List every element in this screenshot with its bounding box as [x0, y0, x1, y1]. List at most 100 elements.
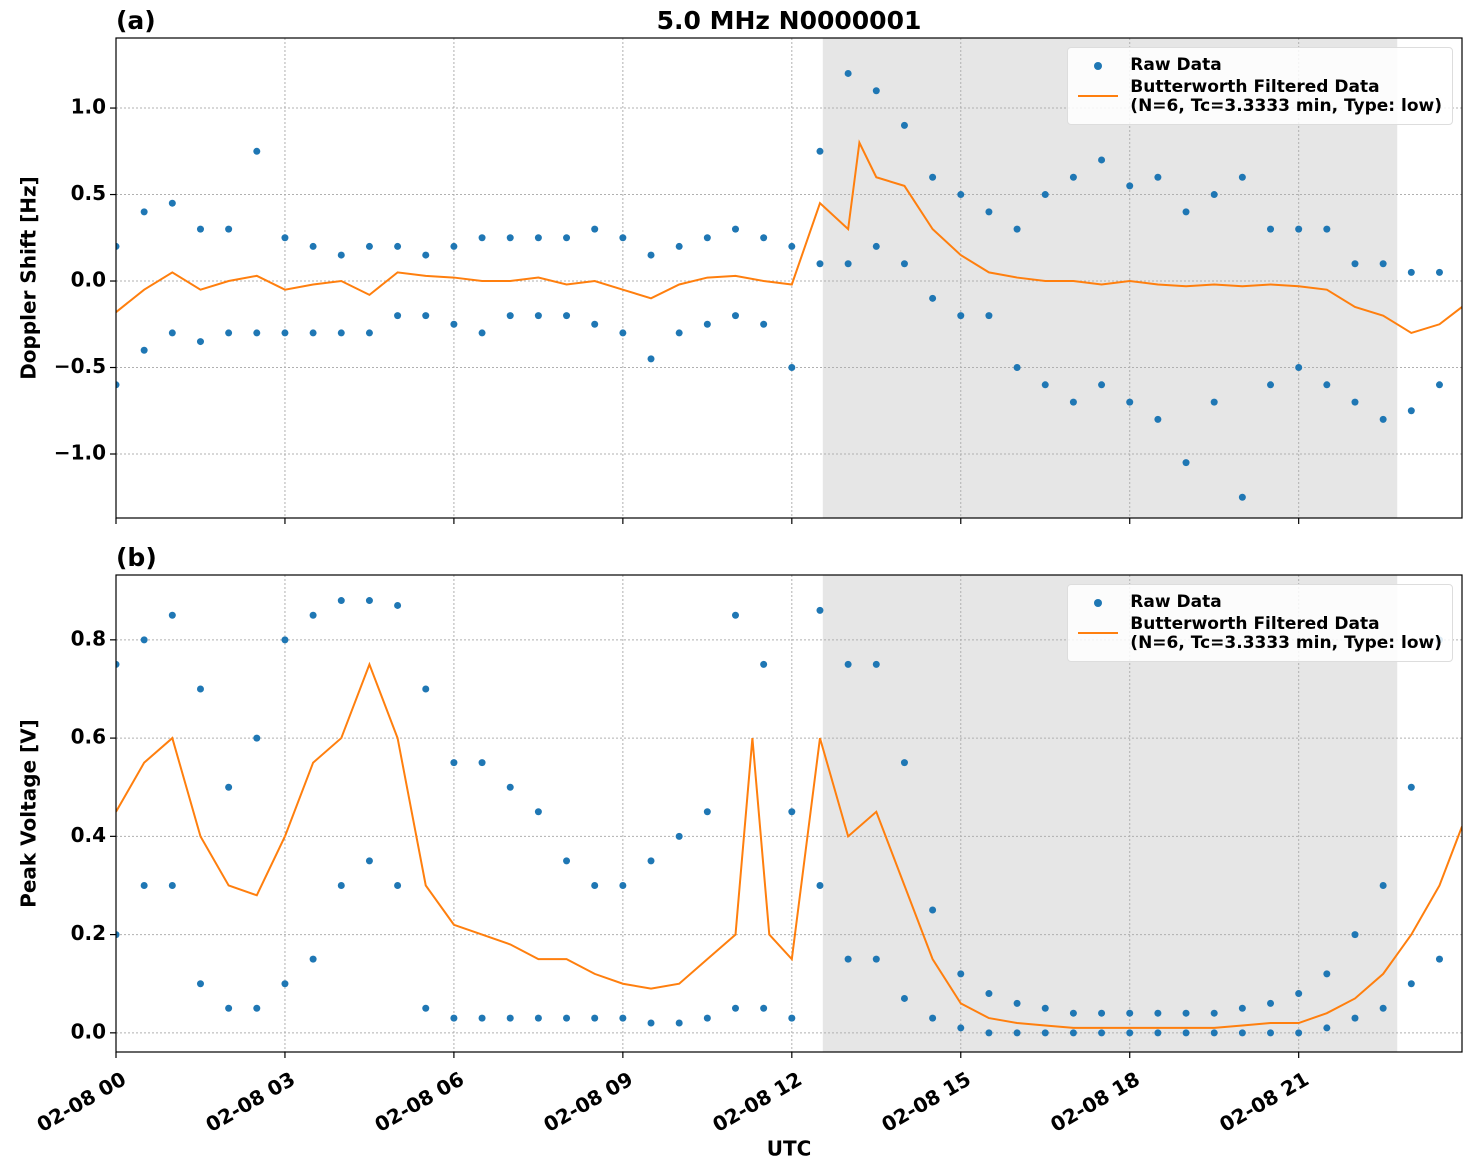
raw-point	[281, 636, 289, 644]
raw-point	[872, 955, 880, 963]
raw-point	[1295, 225, 1303, 233]
raw-point	[591, 881, 599, 889]
x-tick-label: 02-08 06	[370, 1067, 468, 1137]
plot-area	[116, 69, 1462, 501]
raw-point	[1295, 990, 1303, 998]
raw-point	[534, 1014, 542, 1022]
raw-point	[1210, 398, 1218, 406]
raw-point	[253, 329, 261, 337]
raw-point	[591, 320, 599, 328]
y-tick-label: 0.0	[71, 268, 106, 292]
raw-point	[844, 260, 852, 268]
raw-point	[422, 685, 430, 693]
raw-point	[1182, 208, 1190, 216]
y-axis-label: Doppler Shift [Hz]	[17, 176, 41, 380]
raw-point	[196, 338, 204, 346]
raw-point	[647, 251, 655, 259]
raw-point	[1267, 999, 1275, 1007]
raw-point	[140, 208, 148, 216]
raw-point	[563, 312, 571, 320]
raw-point	[394, 601, 402, 609]
legend-key	[1078, 615, 1119, 635]
raw-point	[703, 808, 711, 816]
raw-point	[422, 312, 430, 320]
raw-point	[844, 69, 852, 77]
legend-label: Raw Data	[1130, 55, 1222, 75]
legend-entry: Raw Data	[1078, 593, 1442, 613]
raw-point	[422, 251, 430, 259]
raw-point	[957, 970, 965, 978]
raw-point	[1098, 1009, 1106, 1017]
legend-key	[1078, 56, 1118, 76]
x-tick-label: 02-08 18	[1046, 1067, 1144, 1137]
raw-point	[647, 857, 655, 865]
raw-point	[816, 606, 824, 614]
raw-point	[1154, 415, 1162, 423]
y-tick-label: 0.5	[71, 181, 106, 205]
raw-point	[506, 234, 514, 242]
axes-frame	[115, 574, 1463, 1053]
raw-point	[1379, 260, 1387, 268]
raw-point	[929, 1014, 937, 1022]
raw-point	[365, 597, 373, 605]
raw-point	[760, 320, 768, 328]
raw-point	[1069, 1009, 1077, 1017]
raw-point	[422, 1004, 430, 1012]
raw-point	[619, 329, 627, 337]
y-tick-label: 0.4	[71, 823, 106, 847]
raw-point	[1351, 931, 1359, 939]
raw-point	[196, 980, 204, 988]
raw-point	[168, 329, 176, 337]
raw-point	[168, 199, 176, 207]
raw-point	[1210, 191, 1218, 199]
raw-point	[1013, 999, 1021, 1007]
raw-point	[1238, 1029, 1246, 1037]
y-tick-label: 0.6	[71, 725, 106, 749]
legend-key	[1078, 78, 1119, 98]
raw-point	[591, 1014, 599, 1022]
raw-point	[985, 990, 993, 998]
raw-point	[731, 1004, 739, 1012]
filtered-line	[116, 139, 1462, 335]
raw-point	[957, 1024, 965, 1032]
raw-point	[1041, 1004, 1049, 1012]
legend-label: Butterworth Filtered Data (N=6, Tc=3.333…	[1130, 77, 1442, 116]
raw-point	[703, 234, 711, 242]
raw-point	[1098, 1029, 1106, 1037]
legend-entry: Butterworth Filtered Data (N=6, Tc=3.333…	[1078, 615, 1442, 653]
raw-point	[116, 931, 120, 939]
raw-point	[816, 147, 824, 155]
raw-point	[731, 312, 739, 320]
raw-point	[619, 881, 627, 889]
legend: Raw Data Butterworth Filtered Data (N=6, …	[1067, 47, 1453, 125]
raw-point	[478, 329, 486, 337]
x-tick-label: 02-08 15	[877, 1067, 975, 1137]
raw-point	[337, 251, 345, 259]
raw-point	[1407, 980, 1415, 988]
legend-entry: Raw Data	[1078, 56, 1442, 76]
raw-point	[1351, 398, 1359, 406]
raw-point	[957, 312, 965, 320]
x-tick-label: 02-08 21	[1215, 1067, 1313, 1137]
raw-point	[1210, 1029, 1218, 1037]
raw-point	[647, 355, 655, 363]
raw-point	[253, 734, 261, 742]
raw-point	[985, 1029, 993, 1037]
raw-point	[116, 381, 120, 389]
raw-point	[337, 597, 345, 605]
raw-point	[675, 242, 683, 250]
raw-point	[337, 329, 345, 337]
axes-frame	[115, 37, 1463, 519]
raw-point	[168, 881, 176, 889]
raw-point	[253, 1004, 261, 1012]
raw-point	[872, 242, 880, 250]
raw-point	[872, 87, 880, 95]
raw-point	[225, 1004, 233, 1012]
raw-point	[196, 685, 204, 693]
raw-point	[1407, 268, 1415, 276]
raw-point	[450, 1014, 458, 1022]
raw-point	[116, 242, 120, 250]
raw-point	[1182, 1009, 1190, 1017]
raw-point	[563, 234, 571, 242]
raw-point	[1379, 415, 1387, 423]
